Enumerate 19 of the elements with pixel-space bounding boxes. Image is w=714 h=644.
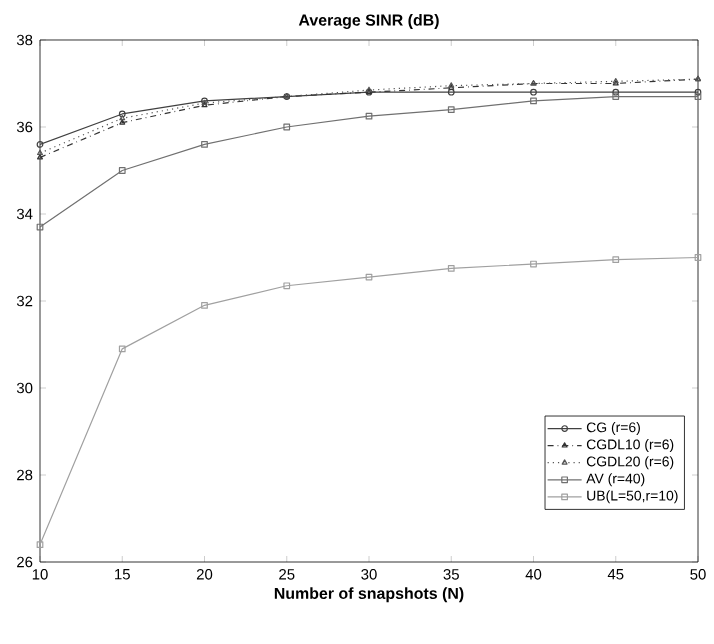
point [447,88,455,96]
point [612,93,620,100]
point [365,273,373,281]
point [447,264,455,272]
point [118,167,126,174]
point [119,119,126,125]
point [36,149,44,156]
point [530,88,537,96]
point [283,123,291,131]
point [612,256,620,264]
point [118,345,126,353]
point [365,112,373,120]
point [283,282,291,290]
point [530,97,537,105]
point [447,106,455,113]
point [612,88,620,96]
point [201,301,208,309]
point [530,260,537,268]
point [201,141,208,148]
